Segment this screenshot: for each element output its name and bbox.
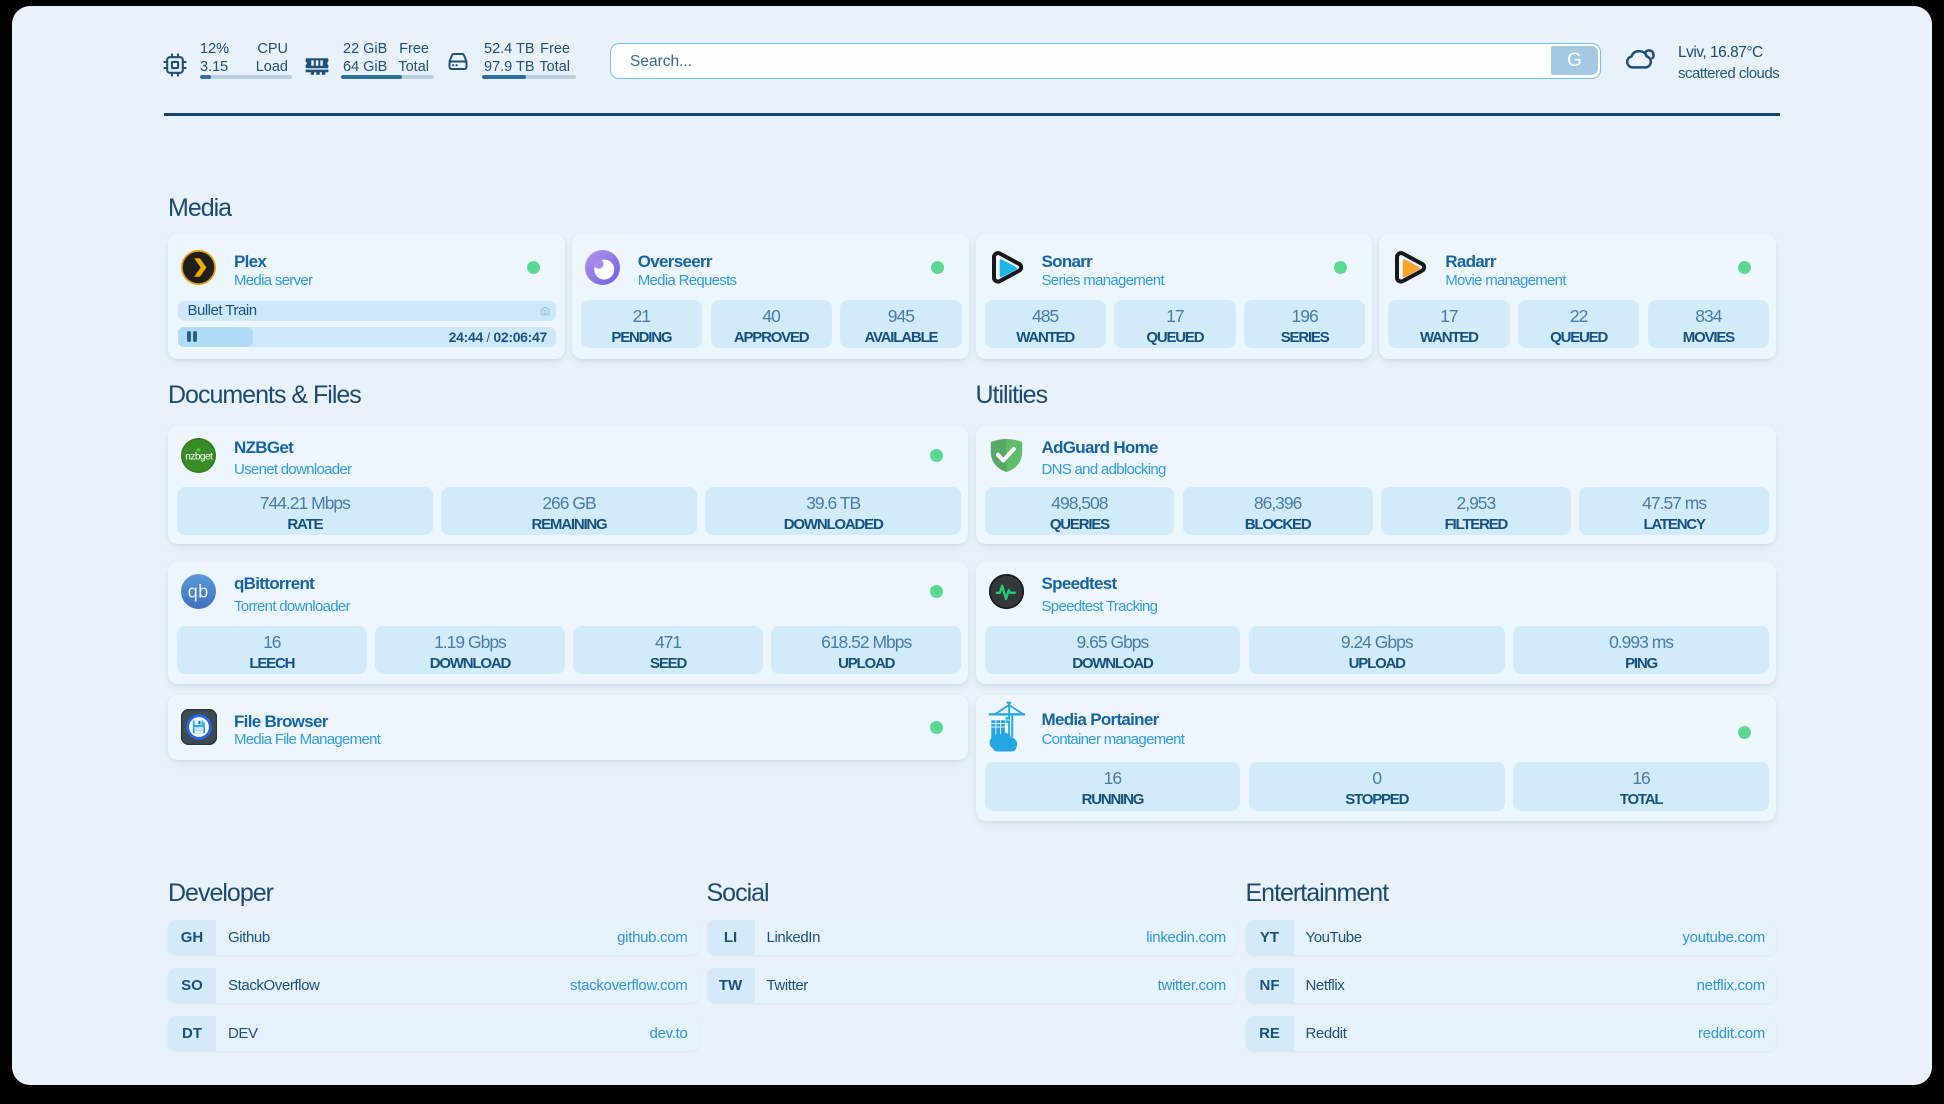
svg-text:nzbget: nzbget — [185, 452, 213, 463]
svg-text:qb: qb — [188, 582, 209, 602]
